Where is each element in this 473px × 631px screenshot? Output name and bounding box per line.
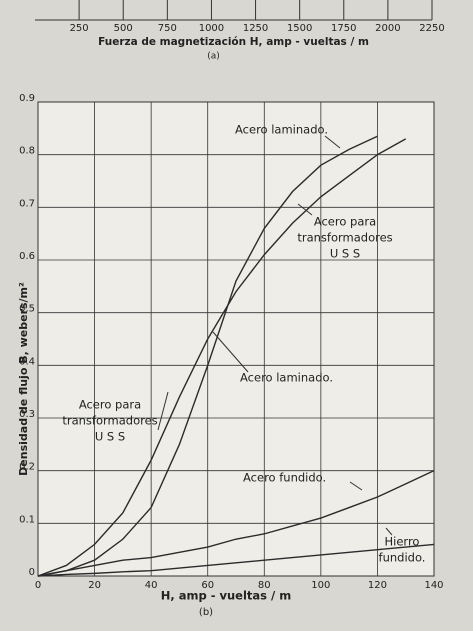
x-tick-label: 140 (424, 580, 443, 591)
annotation: Acero para (314, 215, 376, 229)
y-tick-label: 0.6 (19, 251, 35, 262)
leader-line (212, 331, 249, 373)
series-line (37, 470, 435, 577)
x-tick-label: 40 (145, 580, 158, 591)
annotation: Acero fundido. (243, 471, 326, 485)
x-tick-label: 2000 (375, 23, 400, 34)
x-tick-label: 100 (311, 580, 330, 591)
y-axis-label: Densidad de flujo B, webers/m² (17, 282, 30, 476)
plot-area (37, 101, 435, 577)
y-tick-label: 0.7 (19, 198, 35, 209)
x-tick-label: 120 (368, 580, 387, 591)
annotation: U S S (330, 247, 360, 261)
series-line (37, 543, 435, 577)
annotation: fundido. (379, 551, 426, 565)
x-tick-label: 1000 (199, 23, 224, 34)
leader-line (324, 135, 341, 149)
annotation: Hierro (385, 535, 420, 549)
subtitle: (a) (207, 52, 220, 62)
leader-line (157, 391, 169, 431)
y-tick-label: 0.2 (19, 462, 35, 473)
x-tick-label: 20 (88, 580, 101, 591)
x-tick-label: 60 (201, 580, 214, 591)
annotation: U S S (95, 430, 125, 444)
x-tick-label: 750 (158, 23, 177, 34)
x-tick-label: 1500 (287, 23, 312, 34)
annotation: Acero laminado. (235, 123, 328, 137)
x-axis-label: H, amp - vueltas / m (161, 589, 291, 603)
series-line (37, 138, 407, 577)
y-tick-label: 0.1 (19, 514, 35, 525)
x-tick-label: 1250 (243, 23, 268, 34)
x-axis-label: Fuerza de magnetización H, amp - vueltas… (98, 36, 369, 48)
leader-line (349, 481, 363, 491)
x-tick-label: 1750 (331, 23, 356, 34)
annotation: transformadores (62, 414, 157, 428)
subtitle: (b) (199, 607, 213, 618)
leader-line (385, 527, 393, 536)
annotation: transformadores (297, 231, 392, 245)
annotation: Acero para (79, 398, 141, 412)
x-tick-label: 80 (258, 580, 271, 591)
series-line (37, 135, 378, 577)
y-tick-label: 0.8 (19, 146, 35, 157)
x-tick-label: 2250 (419, 23, 444, 34)
annotation: Acero laminado. (240, 371, 333, 385)
y-tick-label: 0 (29, 567, 35, 578)
y-tick-label: 0.3 (19, 409, 35, 420)
y-tick-label: 0.5 (19, 304, 35, 315)
y-tick-label: 0.9 (19, 93, 35, 104)
x-tick-label: 250 (70, 23, 89, 34)
x-tick-label: 500 (114, 23, 133, 34)
leader-line (297, 203, 313, 216)
x-tick-label: 0 (35, 580, 41, 591)
y-tick-label: 0.4 (19, 356, 35, 367)
